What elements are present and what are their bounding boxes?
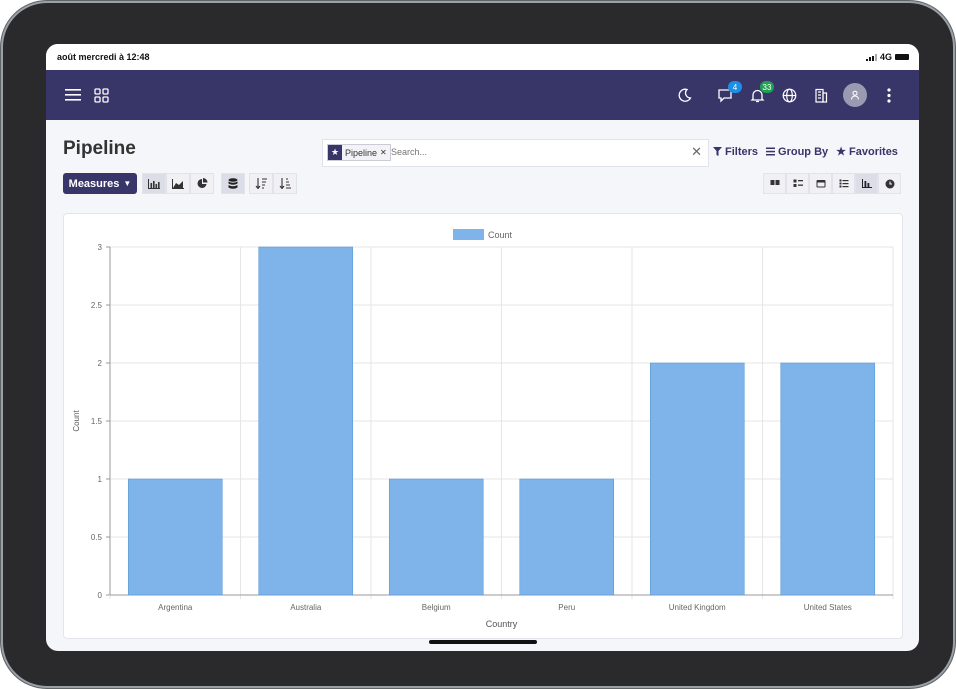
caret-down-icon: ▼	[123, 179, 132, 188]
x-tick-label: United Kingdom	[669, 603, 726, 612]
x-tick-label: Argentina	[158, 603, 193, 612]
x-tick-label: Australia	[290, 603, 322, 612]
group-icon	[766, 147, 776, 156]
page-title: Pipeline	[63, 138, 136, 159]
activities-badge: 33	[760, 81, 774, 93]
home-indicator	[429, 640, 537, 644]
more-icon[interactable]	[878, 84, 900, 106]
legend-label: Count	[488, 230, 513, 240]
bar-belgium	[388, 478, 484, 596]
filters-button[interactable]: Filters	[713, 145, 758, 158]
groupby-button[interactable]: Group By	[766, 145, 828, 158]
sort-ascending-icon	[279, 178, 291, 189]
star-icon: ★	[328, 145, 342, 160]
legend-swatch	[453, 229, 484, 240]
sort-ascending-button[interactable]	[273, 173, 297, 194]
bell-icon[interactable]: 33	[746, 81, 774, 106]
status-indicators: 4G	[865, 52, 909, 62]
x-tick-label: Peru	[558, 603, 575, 612]
pie-chart-icon	[197, 178, 207, 188]
pie-chart-button[interactable]	[190, 173, 214, 194]
graph-icon	[861, 179, 872, 188]
bar-united-states	[780, 362, 876, 596]
favorite-star-icon: ★	[836, 146, 847, 158]
bar-argentina	[127, 478, 223, 596]
measures-label: Measures	[68, 177, 120, 190]
chart-card: 0 0.5 1 1.5 2 2.5 3 Argentina Australia Belgium Pe…	[63, 213, 903, 639]
activity-view-button[interactable]	[832, 173, 855, 194]
sort-group	[249, 173, 297, 194]
battery-icon	[895, 54, 909, 60]
screen: août mercredi à 12:48 4G 4	[46, 44, 919, 651]
filter-icon	[713, 147, 722, 156]
y-tick-label: 0	[98, 591, 103, 600]
timeline-view-button[interactable]	[878, 173, 901, 194]
bar-chart-button[interactable]	[142, 173, 166, 194]
list-view-button[interactable]	[786, 173, 809, 194]
favorites-label: Favorites	[849, 145, 898, 158]
status-time: août mercredi à 12:48	[57, 52, 150, 62]
groupby-label: Group By	[778, 145, 829, 158]
sort-descending-button[interactable]	[249, 173, 273, 194]
messages-badge: 4	[728, 81, 742, 93]
graph-view-button[interactable]	[855, 173, 878, 194]
menu-icon[interactable]	[62, 84, 84, 106]
avatar[interactable]	[843, 83, 867, 107]
globe-icon[interactable]	[778, 84, 800, 106]
clear-search-icon[interactable]: ✕	[691, 144, 702, 159]
signal-icon	[865, 53, 877, 61]
y-tick-label: 2.5	[91, 301, 103, 310]
kanban-icon	[770, 180, 779, 185]
bar-united-kingdom	[649, 362, 745, 596]
view-switcher	[763, 173, 901, 194]
bar-chart-icon	[148, 178, 160, 189]
building-icon[interactable]	[810, 84, 832, 106]
y-tick-label: 3	[98, 243, 103, 252]
y-tick-label: 2	[98, 359, 103, 368]
apps-icon[interactable]	[90, 84, 112, 106]
database-icon	[228, 177, 238, 189]
line-chart-button[interactable]	[166, 173, 190, 194]
search-facet[interactable]: ★ Pipeline ✕	[327, 144, 391, 161]
list-icon	[793, 179, 803, 187]
y-tick-label: 1	[98, 475, 103, 484]
facet-label: Pipeline	[345, 147, 378, 158]
bar-chart: 0 0.5 1 1.5 2 2.5 3 Argentina Australia Belgium Pe…	[72, 229, 894, 629]
chat-icon[interactable]: 4	[714, 81, 742, 106]
clock-icon	[885, 179, 894, 188]
calendar-view-button[interactable]	[809, 173, 832, 194]
x-tick-label: Belgium	[422, 603, 451, 612]
y-tick-label: 0.5	[91, 533, 103, 542]
y-tick-label: 1.5	[91, 417, 103, 426]
network-type: 4G	[879, 52, 892, 62]
tablet-frame: août mercredi à 12:48 4G 4	[3, 3, 953, 686]
area-chart-icon	[172, 178, 184, 189]
bar-australia	[258, 246, 354, 596]
kanban-view-button[interactable]	[763, 173, 786, 194]
y-axis-label: Count	[72, 410, 81, 432]
measures-button[interactable]: Measures ▼	[63, 173, 137, 194]
sort-descending-icon	[255, 178, 267, 189]
calendar-icon	[816, 180, 825, 188]
search-input[interactable]	[391, 144, 681, 160]
search-options: Filters Group By ★ Favorites	[713, 145, 898, 158]
facet-remove-icon[interactable]: ✕	[380, 148, 387, 157]
moon-icon[interactable]	[674, 84, 696, 106]
top-navbar: 4 33	[46, 70, 919, 120]
chart-type-switcher	[142, 173, 214, 194]
search-bar: ★ Pipeline ✕ ✕	[322, 139, 709, 167]
stacked-button[interactable]	[221, 173, 245, 194]
x-tick-label: United States	[804, 603, 852, 612]
stack-toggle-group	[221, 173, 245, 194]
filters-label: Filters	[725, 145, 759, 158]
x-axis-label: Country	[486, 619, 518, 629]
favorites-button[interactable]: ★ Favorites	[836, 145, 898, 159]
list-detail-icon	[839, 179, 848, 188]
status-bar: août mercredi à 12:48 4G	[46, 44, 919, 70]
bar-peru	[519, 478, 615, 596]
